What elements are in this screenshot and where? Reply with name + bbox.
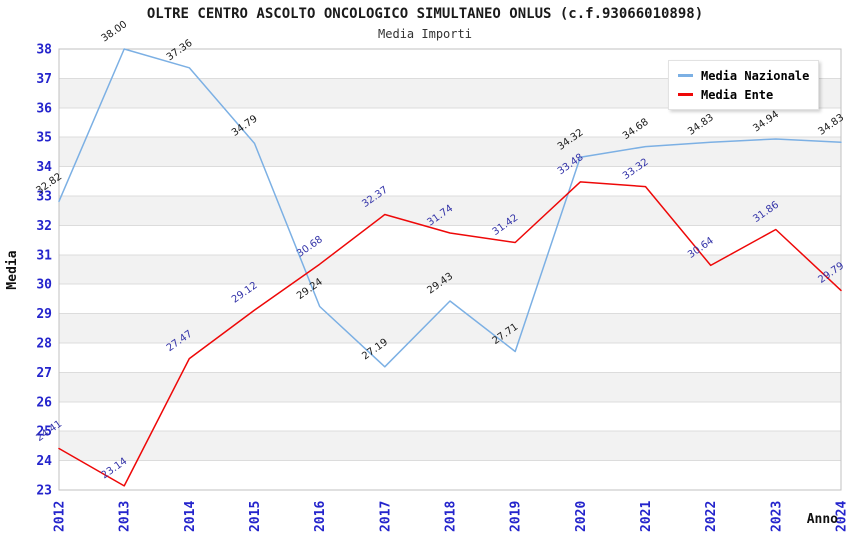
legend-swatch-media-nazionale: [678, 74, 693, 77]
y-tick-label: 25: [36, 425, 52, 440]
y-tick-label: 32: [36, 219, 52, 234]
y-tick-label: 24: [36, 454, 52, 469]
x-tick-label: 2023: [769, 501, 784, 532]
grid-band: [59, 196, 841, 226]
x-tick-label: 2021: [639, 501, 654, 532]
series-line-media-ente: [58, 181, 842, 487]
y-tick-label: 30: [36, 278, 52, 293]
chart-title: OLTRE CENTRO ASCOLTO ONCOLOGICO SIMULTAN…: [146, 6, 704, 22]
point-label-media-nazionale: 38.00: [100, 19, 130, 44]
y-tick-label: 27: [36, 366, 52, 381]
y-tick-label: 34: [36, 160, 52, 175]
y-tick-label: 38: [36, 43, 52, 58]
plot-border: [58, 48, 842, 491]
x-axis-title: Anno: [807, 512, 838, 527]
y-tick-label: 35: [36, 131, 52, 146]
legend-label-media-ente: Media Ente: [701, 87, 774, 102]
y-tick-label: 28: [36, 337, 52, 352]
point-label-media-nazionale: 34.83: [686, 112, 716, 137]
point-label-media-nazionale: 37.36: [165, 38, 195, 63]
x-tick-label: 2016: [313, 501, 328, 532]
x-tick-label: 2013: [118, 501, 133, 532]
x-tick-label: 2015: [248, 501, 263, 532]
y-tick-label: 23: [36, 484, 52, 499]
y-tick-label: 36: [36, 101, 52, 116]
y-tick-label: 37: [36, 72, 52, 87]
x-tick-label: 2022: [704, 501, 719, 532]
series-line-media-nazionale: [58, 48, 842, 368]
x-tick-label: 2020: [574, 501, 589, 532]
point-label-media-nazionale: 34.79: [230, 113, 260, 138]
legend: Media Nazionale Media Ente: [668, 60, 820, 110]
point-label-media-nazionale: 34.94: [751, 109, 781, 134]
x-tick-label: 2017: [378, 501, 393, 532]
y-tick-label: 33: [36, 190, 52, 205]
x-tick-label: 2018: [444, 501, 459, 532]
plot-area: 23 24 25 26 27 28 29 30 31 32 33 34 35 36 37 38 2012 2013…: [34, 19, 849, 532]
point-label-media-nazionale: 34.83: [816, 112, 846, 137]
legend-item-media-nazionale: Media Nazionale: [678, 66, 809, 85]
legend-swatch-media-ente: [678, 93, 693, 96]
y-tick-label: 26: [36, 395, 52, 410]
grid-band: [59, 254, 841, 285]
grid-band: [59, 372, 841, 402]
y-tick-label: 31: [36, 248, 52, 263]
x-tick-label: 2019: [509, 501, 524, 532]
x-tick-label: 2012: [53, 501, 68, 532]
y-tick-label: 29: [36, 307, 52, 322]
y-axis-title: Media: [5, 250, 20, 289]
x-tick-label: 2024: [835, 501, 850, 532]
legend-label-media-nazionale: Media Nazionale: [701, 68, 810, 83]
grid-band: [59, 431, 841, 461]
legend-item-media-ente: Media Ente: [678, 85, 809, 104]
chart-subtitle: Media Importi: [378, 27, 472, 41]
x-tick-label: 2014: [183, 501, 198, 532]
grid-band: [59, 313, 841, 343]
